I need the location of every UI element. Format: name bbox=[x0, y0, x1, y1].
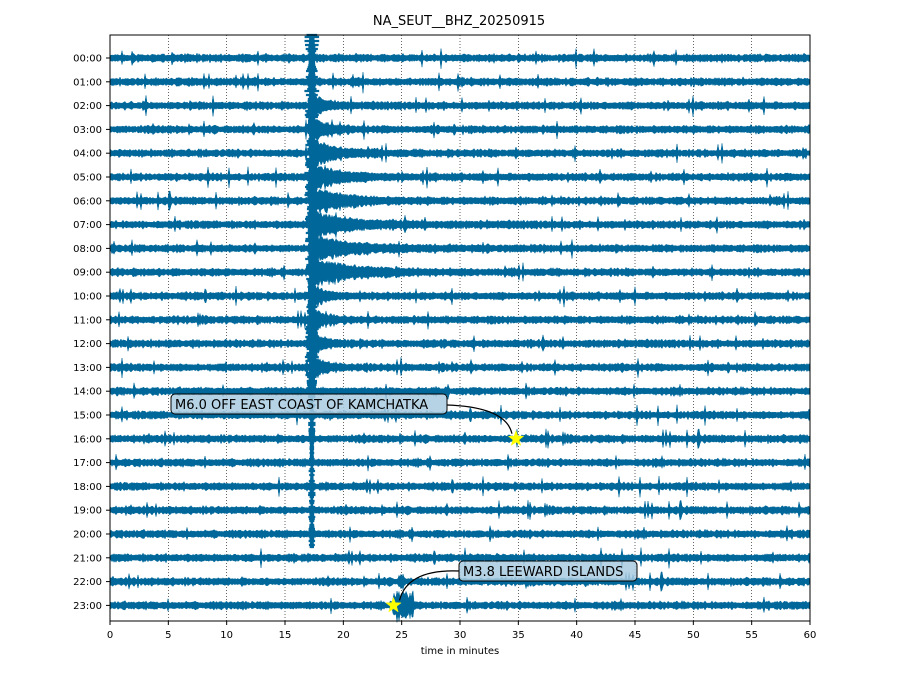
x-tick-label: 45 bbox=[629, 630, 642, 641]
trace-row-0500 bbox=[109, 161, 811, 194]
annotation-box bbox=[458, 560, 638, 582]
trace-row-2000 bbox=[109, 525, 811, 543]
annotation-label: M6.0 OFF EAST COAST OF KAMCHATKA bbox=[175, 398, 428, 413]
x-tick-label: 35 bbox=[512, 630, 525, 641]
y-axis: 00:00 01:00 02:00 03:00 04:00 05:00 06:00 07:00… bbox=[73, 54, 110, 612]
y-tick-label: 17:00 bbox=[73, 458, 102, 469]
y-tick-label: 07:00 bbox=[73, 220, 102, 231]
x-tick-label: 15 bbox=[279, 630, 292, 641]
x-axis-label: time in minutes bbox=[421, 646, 500, 657]
y-tick-label: 04:00 bbox=[73, 149, 102, 160]
x-tick-label: 60 bbox=[804, 630, 817, 641]
y-tick-label: 08:00 bbox=[73, 244, 102, 255]
annotation-box bbox=[170, 393, 448, 415]
trace-row-0200 bbox=[109, 89, 811, 120]
x-axis: 0 5 10 15 20 25 30 35 40 45 50 55 60 bbox=[107, 621, 817, 641]
y-tick-label: 13:00 bbox=[73, 363, 102, 374]
y-tick-label: 14:00 bbox=[73, 387, 102, 398]
trace-row-1200 bbox=[109, 329, 811, 358]
x-tick-label: 10 bbox=[220, 630, 233, 641]
y-tick-label: 20:00 bbox=[73, 530, 102, 541]
chart-title: NA_SEUT__BHZ_20250915 bbox=[373, 14, 545, 29]
x-tick-label: 55 bbox=[745, 630, 758, 641]
x-tick-label: 40 bbox=[570, 630, 583, 641]
y-tick-label: 06:00 bbox=[73, 196, 102, 207]
trace-row-0400 bbox=[109, 135, 811, 169]
annotation-label: M3.8 LEEWARD ISLANDS bbox=[463, 565, 623, 580]
x-tick-label: 25 bbox=[395, 630, 408, 641]
annotation-connector bbox=[446, 404, 513, 434]
y-tick-label: 23:00 bbox=[73, 601, 102, 612]
x-tick-label: 30 bbox=[454, 630, 467, 641]
y-tick-label: 01:00 bbox=[73, 77, 102, 88]
annotation-connector bbox=[398, 570, 460, 601]
x-tick-label: 0 bbox=[107, 630, 113, 641]
y-tick-label: 10:00 bbox=[73, 292, 102, 303]
y-tick-label: 00:00 bbox=[73, 54, 102, 65]
x-tick-label: 50 bbox=[687, 630, 700, 641]
y-tick-label: 21:00 bbox=[73, 553, 102, 564]
y-tick-label: 15:00 bbox=[73, 411, 102, 422]
event-star-marker bbox=[385, 596, 402, 613]
x-tick-label: 20 bbox=[337, 630, 350, 641]
trace-row-0100 bbox=[109, 72, 811, 94]
trace-layer bbox=[109, 33, 811, 623]
y-tick-label: 19:00 bbox=[73, 506, 102, 517]
y-tick-label: 11:00 bbox=[73, 315, 102, 326]
y-tick-label: 22:00 bbox=[73, 577, 102, 588]
y-tick-label: 12:00 bbox=[73, 339, 102, 350]
y-tick-label: 16:00 bbox=[73, 434, 102, 445]
y-tick-label: 03:00 bbox=[73, 125, 102, 136]
y-tick-label: 05:00 bbox=[73, 173, 102, 184]
y-tick-label: 09:00 bbox=[73, 268, 102, 279]
y-tick-label: 18:00 bbox=[73, 482, 102, 493]
event-star-marker bbox=[507, 430, 525, 446]
event-annotations: M6.0 OFF EAST COAST OF KAMCHATKA M3.8 LEE… bbox=[170, 393, 638, 613]
y-tick-label: 02:00 bbox=[73, 101, 102, 112]
trace-row-1700 bbox=[109, 454, 811, 472]
x-tick-label: 5 bbox=[165, 630, 171, 641]
